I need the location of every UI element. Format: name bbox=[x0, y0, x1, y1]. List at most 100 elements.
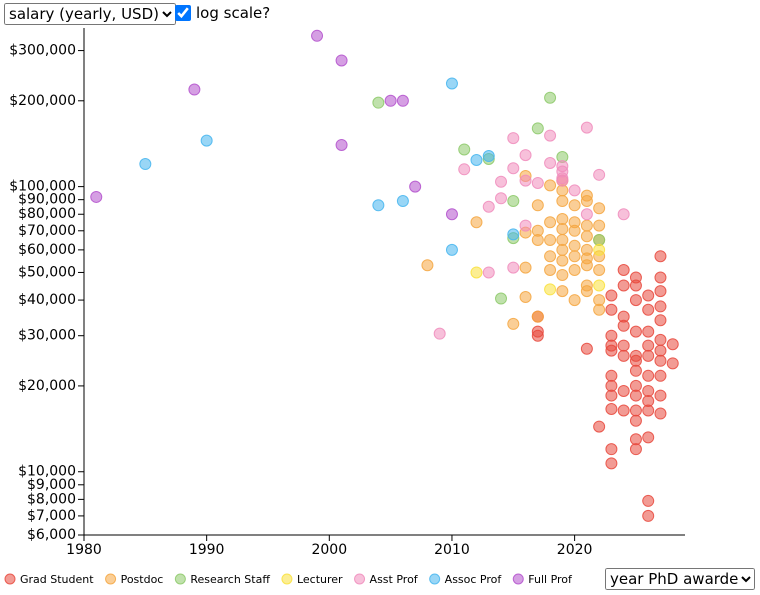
point bbox=[531, 233, 544, 246]
point bbox=[642, 509, 655, 522]
point bbox=[556, 223, 569, 236]
y-tick-label: $60,000 bbox=[18, 242, 76, 258]
legend-marker bbox=[429, 573, 441, 585]
point bbox=[556, 285, 569, 298]
y-tick-label: $7,000 bbox=[27, 508, 76, 524]
point bbox=[593, 243, 606, 256]
y-tick-label: $6,000 bbox=[27, 527, 76, 543]
y-variable-select[interactable]: salary (yearly, USD) bbox=[4, 3, 176, 25]
point bbox=[580, 285, 593, 298]
legend-marker bbox=[512, 573, 524, 585]
point bbox=[544, 233, 557, 246]
point bbox=[458, 143, 471, 156]
y-tick-label: $20,000 bbox=[18, 378, 76, 394]
point bbox=[593, 202, 606, 215]
point bbox=[617, 319, 630, 332]
point bbox=[617, 384, 630, 397]
point bbox=[580, 121, 593, 134]
point bbox=[666, 357, 679, 370]
y-tick-label: $10,000 bbox=[18, 464, 76, 480]
point bbox=[568, 184, 581, 197]
y-tick-label: $100,000 bbox=[9, 179, 76, 195]
point bbox=[654, 271, 667, 284]
point bbox=[654, 300, 667, 313]
point bbox=[384, 94, 397, 107]
y-tick-label: $9,000 bbox=[27, 477, 76, 493]
x-tick-label: 2020 bbox=[557, 542, 593, 558]
point bbox=[617, 208, 630, 221]
point bbox=[642, 289, 655, 302]
point bbox=[556, 268, 569, 281]
y-tick-label: $80,000 bbox=[18, 206, 76, 222]
point bbox=[654, 354, 667, 367]
legend-marker bbox=[281, 573, 293, 585]
point bbox=[629, 443, 642, 456]
point bbox=[617, 279, 630, 292]
point bbox=[482, 200, 495, 213]
legend-label: Full Prof bbox=[528, 573, 573, 586]
point bbox=[642, 339, 655, 352]
point bbox=[629, 325, 642, 338]
point bbox=[642, 431, 655, 444]
point bbox=[629, 354, 642, 367]
log-scale-checkbox[interactable] bbox=[175, 5, 191, 21]
point bbox=[531, 199, 544, 212]
point bbox=[470, 153, 483, 166]
point bbox=[495, 292, 508, 305]
point bbox=[139, 158, 152, 171]
point bbox=[544, 283, 557, 296]
y-tick-label: $200,000 bbox=[9, 93, 76, 109]
x-tick-label: 1990 bbox=[189, 542, 225, 558]
point bbox=[654, 250, 667, 263]
point bbox=[580, 230, 593, 243]
point bbox=[544, 216, 557, 229]
point bbox=[605, 344, 618, 357]
point bbox=[580, 195, 593, 208]
log-scale-toggle[interactable]: log scale? bbox=[175, 4, 270, 22]
point bbox=[519, 219, 532, 232]
x-tick-label: 1980 bbox=[66, 542, 102, 558]
point bbox=[372, 96, 385, 109]
point bbox=[642, 303, 655, 316]
legend-marker bbox=[4, 573, 16, 585]
point bbox=[593, 303, 606, 316]
y-tick-label: $70,000 bbox=[18, 223, 76, 239]
point bbox=[568, 263, 581, 276]
legend-label: Research Staff bbox=[190, 573, 270, 586]
point bbox=[617, 404, 630, 417]
point bbox=[568, 199, 581, 212]
legend-marker bbox=[354, 573, 366, 585]
point bbox=[507, 228, 520, 241]
point bbox=[470, 216, 483, 229]
point bbox=[605, 443, 618, 456]
point bbox=[617, 339, 630, 352]
point bbox=[445, 208, 458, 221]
y-tick-label: $300,000 bbox=[9, 43, 76, 59]
point bbox=[568, 294, 581, 307]
point bbox=[654, 333, 667, 346]
point bbox=[544, 263, 557, 276]
point bbox=[396, 195, 409, 208]
point bbox=[605, 289, 618, 302]
point bbox=[556, 243, 569, 256]
point bbox=[544, 157, 557, 170]
point bbox=[629, 414, 642, 427]
point bbox=[556, 212, 569, 225]
point bbox=[666, 338, 679, 351]
point bbox=[617, 349, 630, 362]
y-tick-label: $40,000 bbox=[18, 292, 76, 308]
point bbox=[482, 150, 495, 163]
point bbox=[642, 325, 655, 338]
point bbox=[544, 129, 557, 142]
point bbox=[445, 243, 458, 256]
point bbox=[200, 134, 213, 147]
legend-marker bbox=[105, 573, 117, 585]
x-variable-select[interactable]: year PhD awarded bbox=[605, 568, 755, 590]
point bbox=[495, 192, 508, 205]
point bbox=[629, 294, 642, 307]
point bbox=[654, 407, 667, 420]
point bbox=[507, 162, 520, 175]
legend-marker bbox=[174, 573, 186, 585]
point bbox=[629, 433, 642, 446]
